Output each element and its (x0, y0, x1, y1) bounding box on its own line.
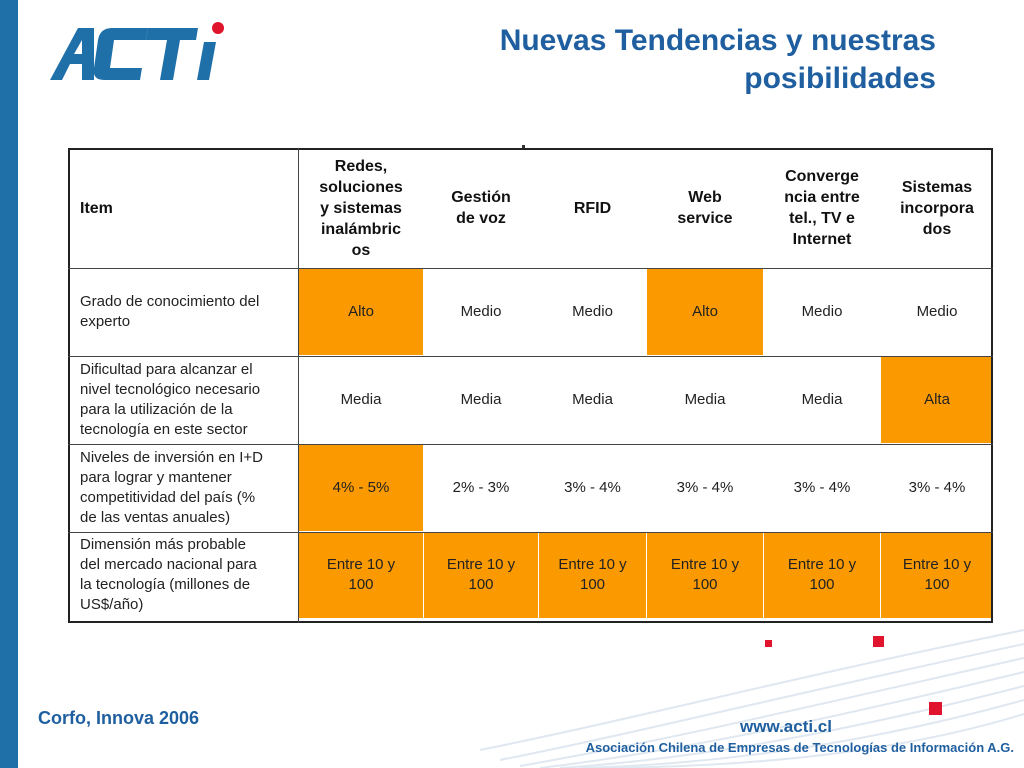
table-cell: Medio (880, 267, 994, 356)
table-row: Dificultad para alcanzar el nivel tecnoló… (68, 355, 994, 444)
table-row: Dimensión más probable del mercado nacion… (68, 531, 994, 619)
acti-logo (50, 22, 224, 80)
table-cell: 2% - 3% (423, 443, 539, 532)
table-cell: Entre 10 y 100 (646, 531, 764, 619)
header-col-5: Converge ncia entre tel., TV e Internet (763, 148, 881, 268)
header-item: Item (68, 148, 299, 268)
table-cell: 3% - 4% (763, 443, 881, 532)
table-cell: Medio (763, 267, 881, 356)
table-cell: Entre 10 y 100 (763, 531, 881, 619)
table-cell: Entre 10 y 100 (538, 531, 647, 619)
association-name: Asociación Chilena de Empresas de Tecnol… (585, 740, 1014, 755)
table-cell: 3% - 4% (880, 443, 994, 532)
table-row: Grado de conocimiento del experto Alto Me… (68, 267, 994, 356)
table-cell: Media (298, 355, 424, 444)
table-cell: Alto (646, 267, 764, 356)
red-square-medium (873, 636, 884, 647)
table-cell: Entre 10 y 100 (298, 531, 424, 619)
row-label: Dimensión más probable del mercado nacion… (68, 531, 299, 619)
table-top-mark (522, 145, 525, 148)
table-header-row: Item Redes, soluciones y sistemas inalámbri… (68, 148, 994, 268)
table-cell: 3% - 4% (646, 443, 764, 532)
table-cell: Alto (298, 267, 424, 356)
table-cell: Medio (538, 267, 647, 356)
row-label: Grado de conocimiento del experto (68, 267, 299, 356)
table-cell: Media (423, 355, 539, 444)
table-cell: 3% - 4% (538, 443, 647, 532)
row-label: Niveles de inversión en I+D para lograr y… (68, 443, 299, 532)
table-divider (298, 148, 299, 623)
header-col-3: RFID (538, 148, 647, 268)
table-cell: Alta (880, 355, 994, 444)
table-cell: Media (538, 355, 647, 444)
left-accent-bar (0, 0, 18, 768)
table-cell: Media (646, 355, 764, 444)
table-divider (68, 268, 993, 269)
table-cell: Medio (423, 267, 539, 356)
row-label: Dificultad para alcanzar el nivel tecnoló… (68, 355, 299, 444)
red-square-small (765, 640, 772, 647)
header-col-4: Web service (646, 148, 764, 268)
header-col-1: Redes, soluciones y sistemas inalámbric os (298, 148, 424, 268)
red-square-large (929, 702, 942, 715)
title-line-2: posibilidades (744, 62, 936, 95)
source-citation: Corfo, Innova 2006 (38, 708, 200, 728)
table-cell: 4% - 5% (298, 443, 424, 532)
table-cell: Entre 10 y 100 (880, 531, 994, 619)
table-divider (68, 444, 993, 445)
table-cell: Entre 10 y 100 (423, 531, 539, 619)
technology-trends-table: Item Redes, soluciones y sistemas inalámbri… (68, 148, 994, 619)
table-divider (68, 356, 993, 357)
wave-decoration (480, 629, 1024, 768)
header-col-6: Sistemas incorpora dos (880, 148, 994, 268)
title-line-1: Nuevas Tendencias y nuestras (499, 24, 936, 57)
slide-title: Nuevas Tendencias y nuestras posibilidad… (336, 22, 936, 98)
table-cell: Media (763, 355, 881, 444)
table-row: Niveles de inversión en I+D para lograr y… (68, 443, 994, 532)
website-link[interactable]: www.acti.cl (740, 717, 832, 736)
table-divider (68, 532, 993, 533)
header-col-2: Gestión de voz (423, 148, 539, 268)
